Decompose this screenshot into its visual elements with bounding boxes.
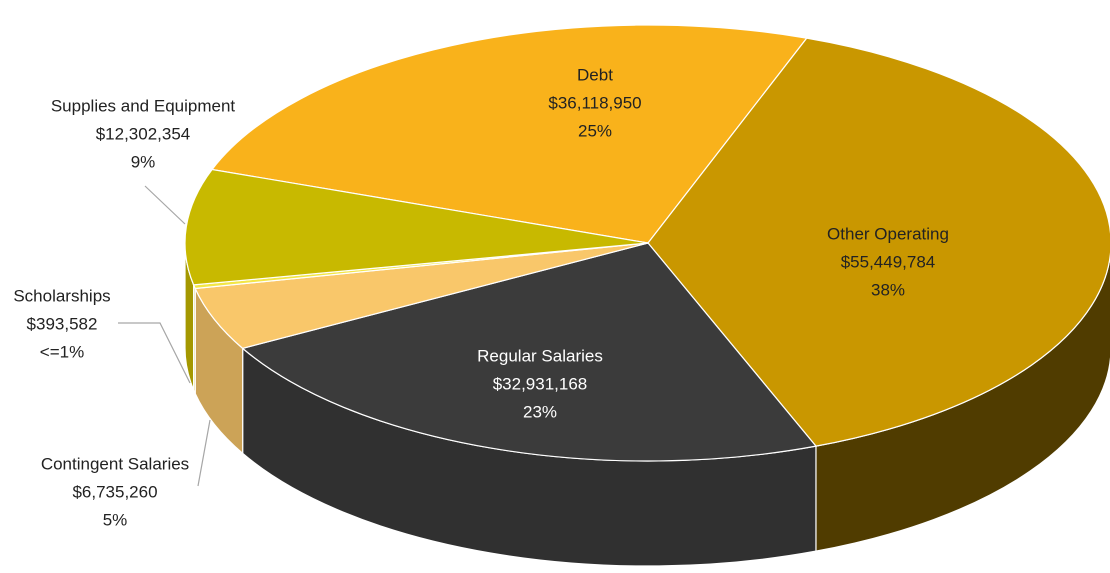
slice <box>647 37 1110 447</box>
slice-label: Other Operating <box>827 224 949 243</box>
leader-line <box>118 322 191 384</box>
percent-label: 9% <box>131 152 156 171</box>
slice-label: Supplies and Equipment <box>51 96 236 115</box>
value-label: $393,582 <box>27 314 98 333</box>
percent-label: <=1% <box>40 342 84 361</box>
value-label: $6,735,260 <box>72 482 157 501</box>
slice <box>211 24 808 244</box>
percent-label: 23% <box>523 402 557 421</box>
leader-line <box>144 185 186 225</box>
value-label: $55,449,784 <box>841 252 936 271</box>
slice-label: Debt <box>577 65 613 84</box>
value-label: $12,302,354 <box>96 124 191 143</box>
value-label: $32,931,168 <box>493 374 588 393</box>
value-label: $36,118,950 <box>548 93 641 112</box>
slice-label: Regular Salaries <box>477 346 603 365</box>
slice <box>184 168 649 286</box>
slice-label: Contingent Salaries <box>41 454 189 473</box>
percent-label: 5% <box>103 510 128 529</box>
leader-line <box>197 419 211 487</box>
slice <box>241 242 818 462</box>
percent-label: 38% <box>871 280 905 299</box>
slice-label: Scholarships <box>13 286 110 305</box>
percent-label: 25% <box>578 121 612 140</box>
